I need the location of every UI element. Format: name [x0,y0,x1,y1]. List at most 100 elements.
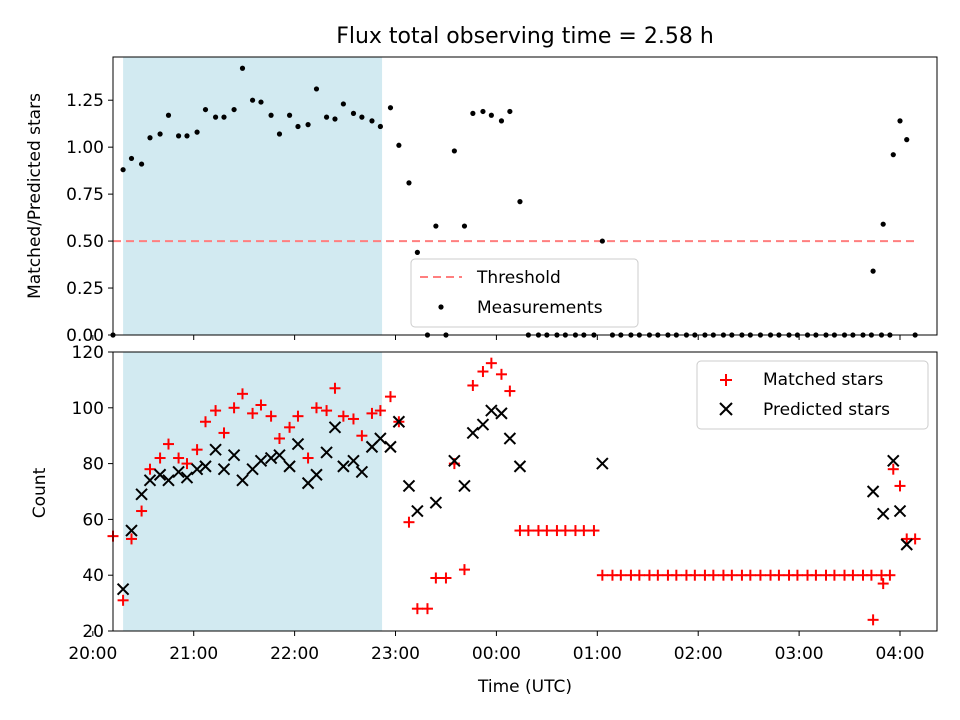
predicted-star-point [355,465,369,479]
y-tick-label: 40 [82,566,104,586]
predicted-star-point [116,582,130,596]
matched-star-point [726,569,738,581]
measurement-point [904,137,910,143]
matched-star-point [477,366,489,378]
measurement-point [414,249,420,255]
measurement-point [175,133,182,139]
measurement-point [507,108,513,115]
matched-star-point [366,407,378,419]
legend-predicted-label: Predicted stars [763,400,890,420]
measurement-point [433,223,439,229]
predicted-star-point [596,457,609,470]
measurement-point [202,106,209,113]
legend-matched-swatch [720,374,732,386]
predicted-star-point [328,421,342,434]
predicted-star-point [310,468,323,481]
predicted-star-point [209,443,222,456]
measurements-points [110,65,918,338]
matched-star-point [191,444,203,456]
predicted-star-point [374,432,387,445]
measurement-point [451,148,457,154]
y-tick-label: 1.25 [66,91,104,111]
measurement-point [128,155,135,162]
matched-star-point [588,525,600,537]
matched-star-point [615,569,627,581]
matched-stars-points [107,357,921,626]
measurement-point [194,129,200,135]
measurement-point [406,180,412,186]
y-tick-label: 0.25 [66,279,104,299]
matched-star-point [541,525,553,537]
measurement-point [268,112,274,118]
measurement-point [359,114,365,120]
predicted-star-point [893,504,907,518]
predicted-star-point [458,479,471,493]
matched-star-point [559,525,571,537]
top-x-ticks [92,335,901,340]
measurement-point [157,131,163,137]
x-tick-label: 23:00 [371,644,420,664]
matched-star-point [144,463,156,475]
chart-title: Flux total observing time = 2.58 h [336,24,714,49]
predicted-star-point [254,454,268,468]
matched-star-point [403,516,415,528]
matched-star-point [173,452,185,464]
measurement-point [350,110,357,116]
predicted-star-point [135,488,148,501]
measurement-point [120,167,126,173]
predicted-star-point [264,451,278,465]
predicted-star-point [466,426,480,440]
predicted-star-point [476,418,490,431]
measurement-point [165,112,172,118]
y-tick-label: 0.00 [66,326,104,346]
predicted-star-point [125,524,138,537]
matched-star-point [894,480,906,492]
matched-star-point [292,410,304,422]
x-axis-label: Time (UTC) [477,677,572,697]
measurement-point [212,114,219,120]
measurement-point [396,142,402,148]
matched-star-point [504,385,516,397]
bottom-observing-shade [123,352,383,631]
predicted-star-point [291,437,305,451]
legend-measurements-swatch [438,304,444,310]
matched-star-point [117,594,129,606]
predicted-star-point [153,468,167,481]
x-tick-label: 22:00 [270,644,319,664]
bottom-y-axis-label: Count [30,467,50,518]
measurement-point [184,133,190,139]
measurement-point [488,112,494,118]
matched-star-point [596,569,608,581]
predicted-star-point [347,454,360,468]
top-panel: 0.00 0.25 0.50 0.75 1.00 1.25 Flux total obse… [25,24,938,346]
measurement-point [239,65,246,71]
measurement-point [387,105,394,111]
matched-star-point [865,569,877,581]
measurement-point [286,112,293,118]
measurement-point [147,135,153,141]
matched-star-point [430,572,442,584]
matched-star-point [773,569,785,581]
y-tick-label: 100 [72,399,104,419]
matched-star-point [125,533,137,545]
matched-star-point [273,432,285,444]
measurement-point [369,118,375,124]
x-tick-label: 01:00 [573,644,622,664]
predicted-stars-points [116,404,913,596]
matched-star-point [828,569,840,581]
top-y-axis-label: Matched/Predicted stars [25,93,45,299]
matched-star-point [310,402,322,414]
predicted-star-point [236,474,249,487]
predicted-star-point [392,415,406,428]
measurement-point [890,152,896,158]
matched-star-point [210,405,222,417]
predicted-star-point [887,454,900,468]
top-y-ticks: 0.00 0.25 0.50 0.75 1.00 1.25 [66,91,113,346]
matched-star-point [652,569,664,581]
matched-star-point [421,603,433,615]
measurement-point [332,116,338,122]
predicted-star-point [337,460,350,473]
measurement-point [599,238,605,244]
top-legend: Threshold Measurements [410,258,639,328]
